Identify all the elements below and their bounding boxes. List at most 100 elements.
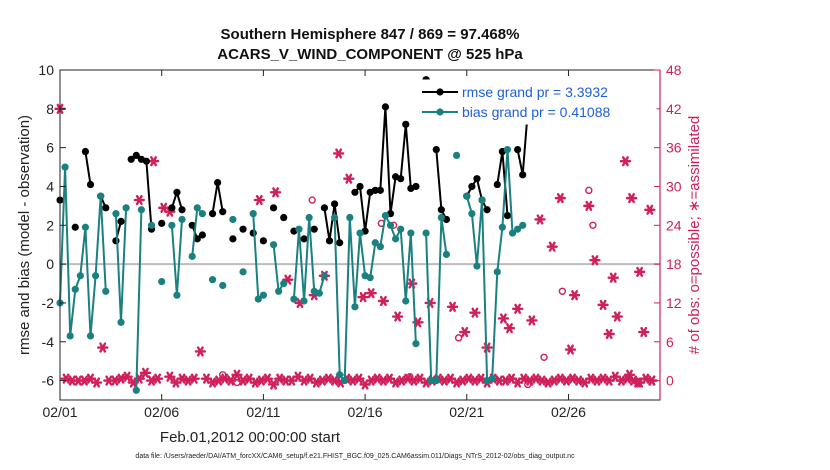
- rmse-point: [132, 151, 140, 160]
- legend: rmse grand pr = 3.3932 bias grand pr = 0.…: [417, 79, 657, 125]
- assimilated-marker: [589, 255, 601, 266]
- assimilated-marker: [459, 326, 471, 338]
- assimilated-marker-stroke: [477, 373, 485, 384]
- rmse-point: [356, 182, 364, 191]
- assimilated-marker: [391, 311, 404, 322]
- assimilated-marker: [625, 193, 638, 204]
- possible-marker: [558, 287, 567, 295]
- bias-point: [173, 291, 181, 299]
- bias-point: [412, 340, 420, 348]
- assimilated-marker-stroke: [634, 377, 642, 388]
- assimilated-marker-stroke: [294, 371, 302, 382]
- bias-point: [295, 225, 303, 233]
- bias-point: [275, 287, 283, 295]
- legend-label: rmse grand pr = 3.3932: [462, 84, 608, 100]
- bias-line: [59, 167, 107, 337]
- assimilated-marker-stroke: [93, 377, 101, 388]
- rmse-point: [412, 182, 420, 191]
- assimilated-marker-stroke: [227, 375, 235, 386]
- y-right-tick-label: 18: [666, 256, 682, 272]
- chart-title: Southern Hemisphere 847 / 869 = 97.468%: [221, 26, 520, 43]
- assimilated-marker-stroke: [150, 156, 158, 167]
- bias-point: [351, 303, 359, 311]
- bias-point: [427, 376, 435, 385]
- bias-point: [356, 229, 364, 237]
- bias-point: [442, 250, 451, 259]
- assimilated-marker-stroke: [581, 377, 589, 388]
- possible-marker: [219, 371, 227, 379]
- bias-point: [391, 235, 400, 243]
- assimilated-marker-stroke: [461, 326, 469, 338]
- assimilated-marker: [633, 266, 646, 277]
- assimilated-marker: [194, 346, 207, 357]
- rmse-point: [381, 103, 390, 111]
- x-tick-label: 02/06: [144, 404, 179, 420]
- rmse-point: [376, 186, 384, 194]
- rmse-point: [229, 235, 237, 243]
- possible-marker: [589, 221, 597, 229]
- bias-point: [137, 206, 145, 214]
- rmse-point: [514, 145, 522, 154]
- rmse-point: [503, 211, 512, 220]
- rmse-point: [432, 145, 440, 154]
- bias-point: [280, 279, 288, 288]
- rmse-line: [84, 151, 92, 185]
- y-axis-left-ticks: -6 -4 -2 0 2 4 6 8 10: [38, 62, 66, 389]
- rmse-point: [86, 180, 95, 189]
- bias-point: [97, 192, 105, 200]
- assimilated-marker-stroke: [556, 373, 564, 384]
- rmse-point: [351, 188, 359, 196]
- bias-point: [71, 285, 79, 293]
- assimilated-marker: [511, 303, 524, 314]
- assimilated-marker-stroke: [129, 377, 137, 388]
- assimilated-marker-stroke: [172, 377, 180, 388]
- bias-point: [122, 204, 130, 212]
- assimilated-marker: [133, 194, 146, 206]
- assimilated-marker-stroke: [288, 375, 296, 386]
- bias-point: [493, 268, 501, 276]
- rmse-point: [330, 200, 339, 208]
- axes: [59, 69, 661, 401]
- assimilated-marker-stroke: [105, 375, 113, 386]
- assimilated-marker-stroke: [135, 373, 143, 384]
- x-axis-label: Feb.01,2012 00:00:00 start: [160, 429, 341, 446]
- assimilated-marker-stroke: [361, 379, 369, 390]
- y-tick-label: 2: [46, 217, 54, 233]
- obs-count-markers: [54, 103, 658, 390]
- bias-point: [463, 192, 471, 200]
- assimilated-marker-stroke: [373, 373, 381, 384]
- assimilated-marker: [497, 313, 510, 324]
- assimilated-marker-stroke: [221, 373, 229, 384]
- assimilated-marker: [469, 307, 481, 318]
- y-tick-label: -4: [42, 334, 55, 350]
- bias-point: [422, 229, 430, 237]
- assimilated-marker-stroke: [648, 375, 656, 386]
- rmse-point: [239, 225, 247, 233]
- bias-point: [269, 241, 278, 249]
- assimilated-marker-stroke: [276, 373, 284, 384]
- rmse-point: [397, 175, 405, 183]
- assimilated-marker-stroke: [160, 202, 168, 213]
- assimilated-marker-stroke: [613, 311, 621, 322]
- rmse-point: [168, 204, 176, 212]
- bias-point: [453, 151, 461, 160]
- bias-point: [158, 277, 166, 286]
- assimilated-marker-stroke: [499, 313, 507, 324]
- y-axis-right-label: # of obs: o=possible; ∗=assimilated: [686, 116, 703, 355]
- rmse-point: [371, 186, 379, 194]
- assimilated-marker-stroke: [471, 307, 479, 318]
- assimilated-marker-stroke: [628, 193, 635, 204]
- assimilated-marker-stroke: [575, 375, 583, 386]
- assimilated-marker-stroke: [345, 173, 353, 184]
- assimilated-marker-stroke: [599, 373, 607, 384]
- rmse-point: [468, 182, 476, 191]
- assimilated-marker: [554, 193, 567, 204]
- y-tick-label: 4: [46, 178, 54, 194]
- assimilated-marker-stroke: [74, 375, 82, 386]
- assimilated-marker: [638, 326, 650, 338]
- assimilated-marker-stroke: [255, 194, 263, 206]
- rmse-point: [437, 206, 445, 214]
- bias-point: [381, 211, 390, 220]
- bias-point: [341, 376, 349, 385]
- assimilated-marker-stroke: [282, 375, 290, 386]
